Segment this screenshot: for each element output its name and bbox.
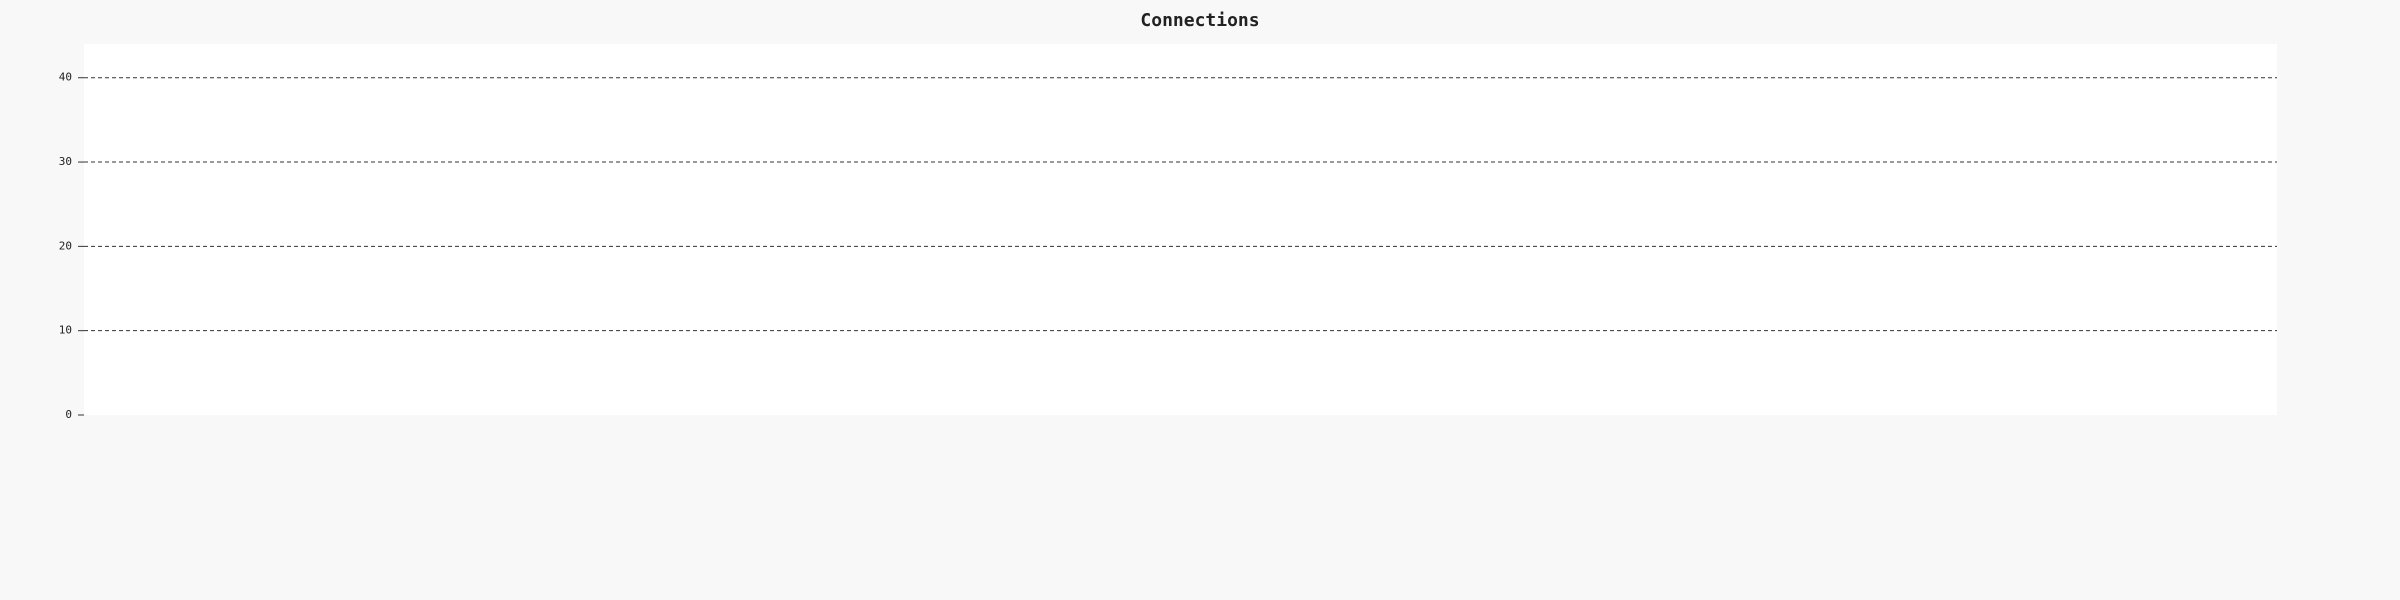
- y-tick-label: 30: [59, 155, 72, 168]
- y-tick-label: 10: [59, 324, 72, 337]
- y-tick-label: 0: [65, 408, 72, 421]
- y-tick-label: 40: [59, 71, 72, 84]
- plot-area: [84, 44, 2277, 415]
- chart-title: Connections: [1140, 10, 1259, 31]
- y-tick-label: 20: [59, 239, 72, 252]
